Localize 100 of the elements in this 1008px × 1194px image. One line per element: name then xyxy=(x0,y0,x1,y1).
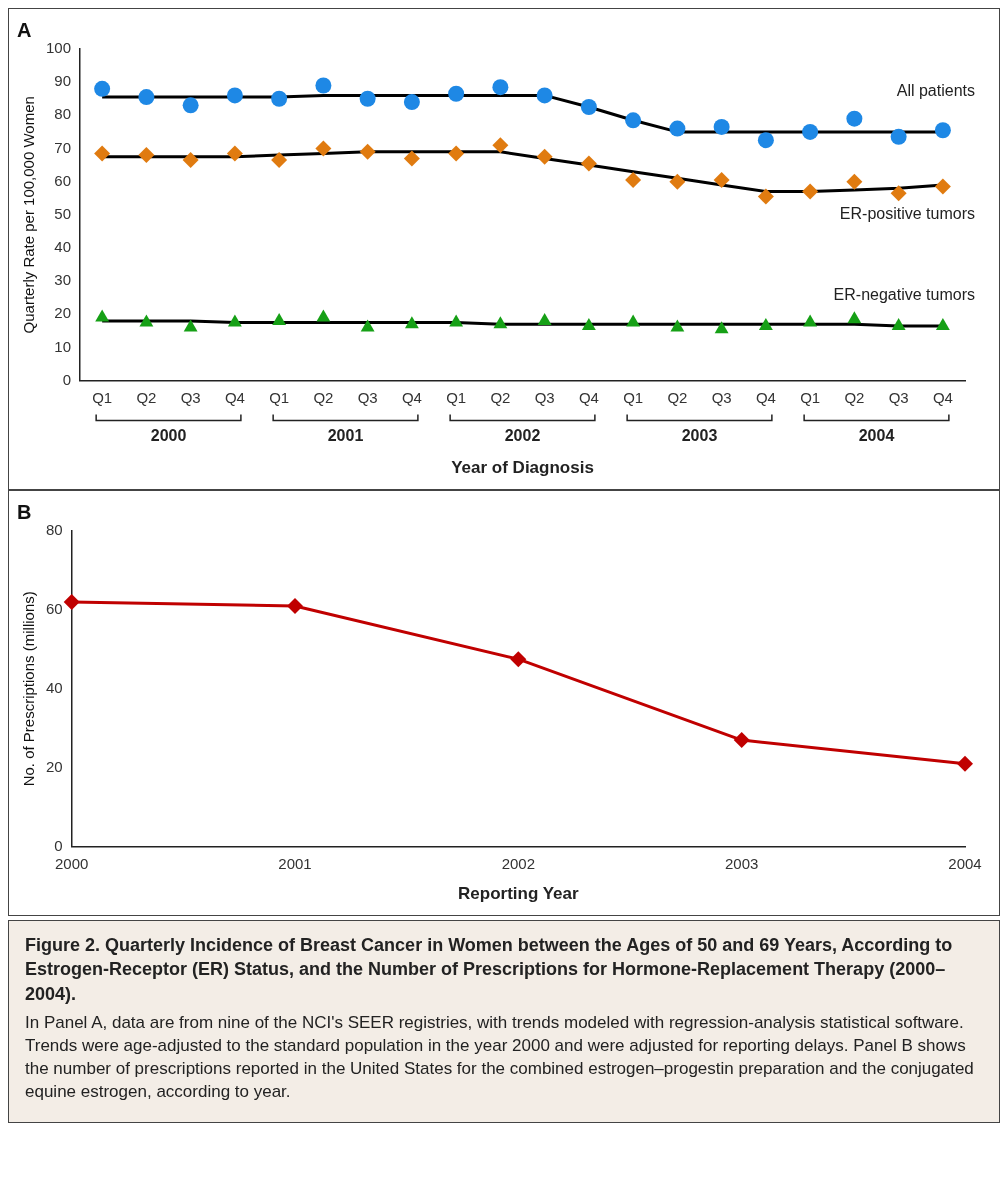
point xyxy=(271,152,288,169)
x-tick-label: 2002 xyxy=(501,854,536,872)
y-tick-label: 100 xyxy=(46,39,72,57)
point xyxy=(138,147,155,164)
point xyxy=(404,316,419,329)
point xyxy=(713,118,730,135)
point xyxy=(626,314,641,327)
point xyxy=(95,309,110,322)
x-tick-label: 2000 xyxy=(55,854,89,872)
series-label: All patients xyxy=(896,82,975,100)
point xyxy=(802,123,819,140)
point xyxy=(94,145,111,162)
y-tick-label: 80 xyxy=(54,105,72,123)
text: 2003 xyxy=(681,426,718,444)
point xyxy=(934,178,951,195)
point xyxy=(359,90,376,107)
point xyxy=(890,128,907,145)
x-axis-title: Reporting Year xyxy=(458,884,580,904)
point xyxy=(957,755,973,772)
point xyxy=(182,152,199,169)
y-tick-label: 80 xyxy=(46,521,63,539)
x-tick-label: Q4 xyxy=(578,388,599,406)
x-tick-label: Q4 xyxy=(401,388,422,406)
point xyxy=(287,597,304,614)
point xyxy=(536,148,553,165)
point xyxy=(714,321,729,334)
point xyxy=(713,171,730,188)
y-tick-label: 50 xyxy=(54,204,72,222)
x-tick-label: Q1 xyxy=(800,388,821,406)
y-tick-label: 70 xyxy=(54,138,72,156)
y-tick-label: 40 xyxy=(46,678,63,696)
point xyxy=(625,171,642,188)
point xyxy=(846,110,863,127)
y-tick-label: 60 xyxy=(54,171,72,189)
text: 2002 xyxy=(504,426,541,444)
point xyxy=(537,312,552,325)
y-tick-label: 10 xyxy=(54,337,72,355)
point xyxy=(670,319,685,332)
point xyxy=(272,312,287,325)
point xyxy=(226,87,243,104)
x-tick-label: Q3 xyxy=(534,388,555,406)
y-tick-label: 90 xyxy=(54,72,72,90)
point xyxy=(359,143,376,160)
y-axis-title: No. of Prescriptions (millions) xyxy=(20,591,38,787)
x-tick-label: Q1 xyxy=(92,388,113,406)
point xyxy=(510,651,527,668)
point xyxy=(757,188,774,205)
point xyxy=(492,79,509,96)
y-tick-label: 20 xyxy=(54,304,72,322)
x-tick-label: 2004 xyxy=(948,854,982,872)
x-tick-label: Q4 xyxy=(755,388,776,406)
point xyxy=(935,317,950,330)
point xyxy=(271,90,288,107)
x-tick-label: Q3 xyxy=(888,388,909,406)
point xyxy=(581,317,596,330)
point xyxy=(316,309,331,322)
caption: Figure 2. Quarterly Incidence of Breast Cancer in Women between the Ages of 50 and 69 Years, According to Estrogen-Receptor (ER) Status, and the Number of Prescriptions for Hormone-Replacement Therapy (2000–2004). xyxy=(25,934,954,1006)
point xyxy=(536,87,553,104)
x-axis-title: Year of Diagnosis xyxy=(451,458,594,478)
point xyxy=(227,314,242,327)
point xyxy=(847,311,862,324)
y-tick-label: 40 xyxy=(54,238,72,256)
y-tick-label: 20 xyxy=(46,757,63,775)
x-tick-label: 2003 xyxy=(724,854,759,872)
point xyxy=(758,317,773,330)
point xyxy=(669,120,686,137)
point xyxy=(580,99,597,116)
point xyxy=(757,132,774,149)
x-tick-label: Q2 xyxy=(490,388,511,406)
point xyxy=(360,319,375,332)
point xyxy=(492,137,509,154)
y-tick-label: 60 xyxy=(46,600,63,618)
series-label: ER-negative tumors xyxy=(833,285,975,303)
text: In Panel A, data are from nine of the NCI's SEER registries, with trends modeled with regression-analysis statistical software. Trends were age-adjusted to the standard population in the year 2000 and were adjusted for reporting delays. Panel B shows the number of prescriptions reported in the United States for the combined estrogen–progestin preparation and the conjugated equine estrogen, according to year. xyxy=(25,1011,975,1103)
point xyxy=(226,145,243,162)
point xyxy=(315,77,332,94)
point xyxy=(733,732,750,749)
x-tick-label: Q3 xyxy=(357,388,378,406)
point xyxy=(891,317,906,330)
point xyxy=(182,97,199,114)
y-axis-title: Quarterly Rate per 100,000 Women xyxy=(20,96,38,334)
series-label: ER-positive tumors xyxy=(839,204,975,222)
point xyxy=(669,173,686,190)
x-tick-label: Q1 xyxy=(269,388,290,406)
x-tick-label: Q2 xyxy=(667,388,688,406)
chart-title: A xyxy=(17,18,32,41)
point xyxy=(803,314,818,327)
point xyxy=(625,112,642,129)
y-tick-label: 0 xyxy=(54,836,63,854)
x-tick-label: 2001 xyxy=(278,854,312,872)
text: 2001 xyxy=(327,426,364,444)
x-tick-label: Q1 xyxy=(623,388,644,406)
point xyxy=(138,89,155,106)
point xyxy=(183,319,198,332)
point xyxy=(403,150,420,167)
point xyxy=(890,185,907,202)
point xyxy=(139,314,154,327)
point xyxy=(934,122,951,139)
point xyxy=(403,94,420,111)
point xyxy=(94,80,111,97)
